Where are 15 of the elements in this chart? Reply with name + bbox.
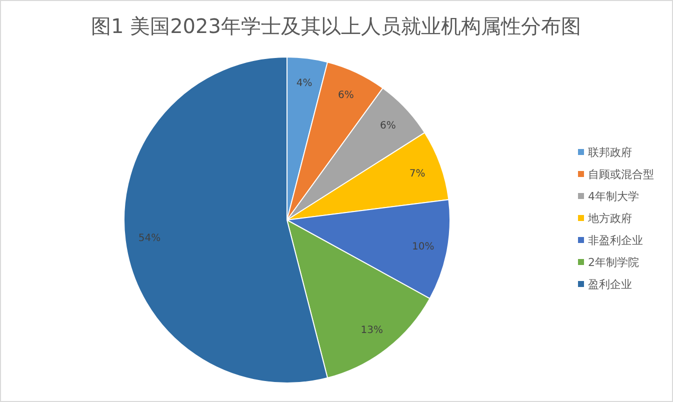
data-label: 7% xyxy=(409,168,426,180)
data-label: 6% xyxy=(380,120,396,132)
legend-label: 非盈利企业 xyxy=(588,234,643,247)
legend-label: 联邦政府 xyxy=(588,146,632,159)
legend-label: 盈利企业 xyxy=(588,278,632,291)
chart-title: 图1 美国2023年学士及其以上人员就业机构属性分布图 xyxy=(91,14,581,38)
data-label: 6% xyxy=(338,90,354,102)
data-label: 4% xyxy=(296,78,312,90)
data-label: 54% xyxy=(138,232,161,244)
legend-label: 4年制大学 xyxy=(588,190,639,203)
legend-label: 自顾或混合型 xyxy=(588,168,654,181)
legend-label: 地方政府 xyxy=(587,212,632,225)
data-label: 10% xyxy=(412,241,434,252)
legend-label: 2年制学院 xyxy=(588,256,639,269)
data-label: 13% xyxy=(360,324,384,336)
